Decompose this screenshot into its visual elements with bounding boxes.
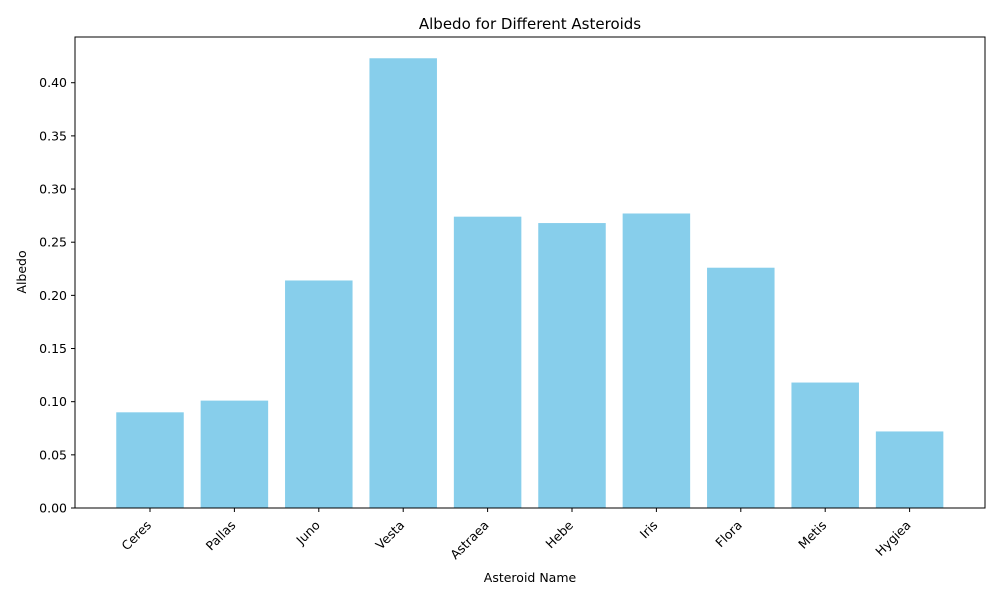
bar-iris xyxy=(622,213,691,508)
y-tick-label: 0.35 xyxy=(39,128,67,143)
x-tick-label: Juno xyxy=(292,518,323,549)
y-tick-label: 0.20 xyxy=(39,288,67,303)
y-tick-label: 0.15 xyxy=(39,341,67,356)
bars-group xyxy=(116,58,944,509)
y-axis: 0.00 0.05 0.10 0.15 0.20 0.25 0.30 0.35 0.40 xyxy=(39,75,75,516)
bar-vesta xyxy=(369,58,437,509)
x-tick-label: Hebe xyxy=(542,517,576,551)
y-tick-label: 0.00 xyxy=(39,501,67,516)
y-tick-label: 0.40 xyxy=(39,75,67,90)
x-tick-label: Hygiea xyxy=(872,518,913,559)
x-tick-label: Iris xyxy=(637,518,661,542)
bar-pallas xyxy=(200,400,269,508)
y-tick-label: 0.30 xyxy=(39,182,67,197)
x-tick-label: Flora xyxy=(712,518,745,551)
bar-juno xyxy=(285,280,353,508)
y-tick-label: 0.10 xyxy=(39,394,67,409)
bar-flora xyxy=(707,267,775,508)
x-tick-label: Vesta xyxy=(372,518,407,553)
x-axis: Ceres Pallas Juno Vesta Astraea Hebe Iris Flora… xyxy=(118,508,914,563)
bar-metis xyxy=(791,382,859,508)
y-axis-label: Albedo xyxy=(14,250,29,293)
plot-frame xyxy=(74,36,986,509)
bar-hebe xyxy=(538,223,606,508)
x-tick-label: Astraea xyxy=(447,518,492,563)
bar-hygiea xyxy=(875,431,944,508)
x-tick-label: Metis xyxy=(795,518,829,552)
x-tick-label: Ceres xyxy=(118,518,154,554)
y-tick-label: 0.25 xyxy=(39,235,67,250)
bar-ceres xyxy=(116,412,184,508)
bar-astraea xyxy=(453,216,522,509)
x-axis-label: Asteroid Name xyxy=(484,570,577,585)
y-tick-label: 0.05 xyxy=(39,447,67,462)
chart-title: Albedo for Different Asteroids xyxy=(419,15,641,33)
x-tick-label: Pallas xyxy=(203,518,239,554)
